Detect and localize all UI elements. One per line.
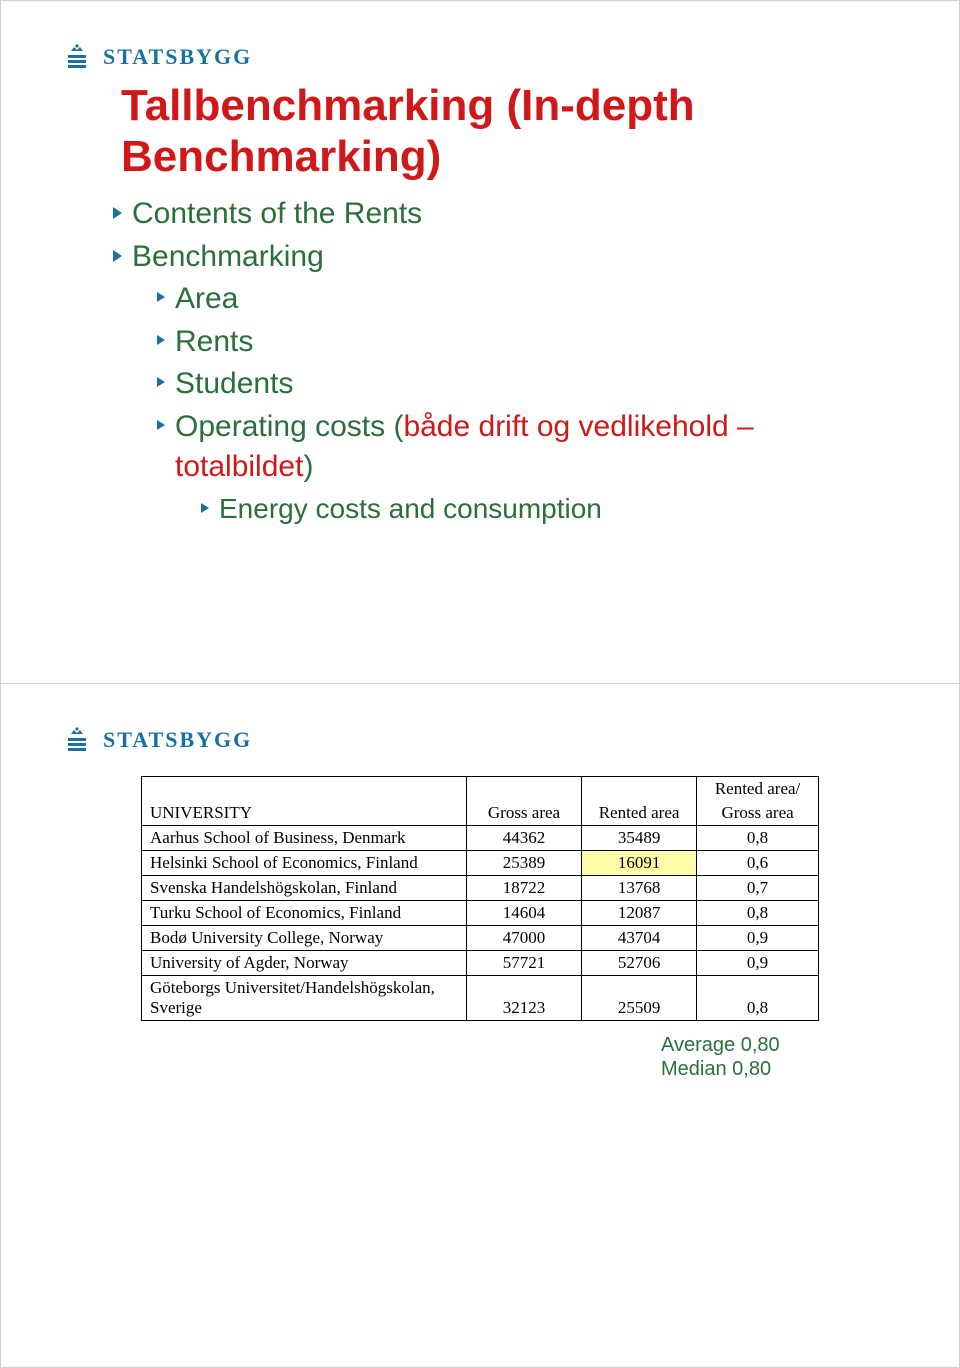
cell-university: Bodø University College, Norway <box>142 926 467 951</box>
bullet-item: Students <box>157 364 899 405</box>
cell-university: Turku School of Economics, Finland <box>142 901 467 926</box>
slide-2: STATSBYGG UNIVERSITY Gross area Rented a… <box>1 684 959 1367</box>
col-university: UNIVERSITY <box>142 777 467 826</box>
cell-rented: 52706 <box>582 951 697 976</box>
table-row: Svenska Handelshögskolan, Finland1872213… <box>142 876 819 901</box>
cell-university: Helsinki School of Economics, Finland <box>142 851 467 876</box>
statsbygg-icon <box>61 724 93 756</box>
bullet-icon <box>113 207 122 219</box>
university-table: UNIVERSITY Gross area Rented area Rented… <box>141 776 819 1021</box>
table-body: Aarhus School of Business, Denmark443623… <box>142 826 819 1021</box>
bullet-text: Benchmarking <box>132 237 324 278</box>
cell-ratio: 0,6 <box>697 851 819 876</box>
cell-university: University of Agder, Norway <box>142 951 467 976</box>
median-label: Median <box>661 1058 727 1080</box>
bullet-item: Energy costs and consumption <box>201 490 899 528</box>
table-row: Turku School of Economics, Finland146041… <box>142 901 819 926</box>
average-label: Average <box>661 1034 735 1056</box>
cell-ratio: 0,7 <box>697 876 819 901</box>
average-value: 0,80 <box>741 1034 780 1056</box>
bullet-text: Area <box>175 279 238 320</box>
table-row: University of Agder, Norway57721527060,9 <box>142 951 819 976</box>
cell-ratio: 0,9 <box>697 926 819 951</box>
statsbygg-icon <box>61 41 93 73</box>
median-value: 0,80 <box>732 1058 771 1080</box>
cell-gross: 57721 <box>466 951 581 976</box>
cell-rented: 35489 <box>582 826 697 851</box>
table-header-row-top: UNIVERSITY Gross area Rented area Rented… <box>142 777 819 802</box>
bullet-text: Contents of the Rents <box>132 194 422 235</box>
slide-1: STATSBYGG Tallbenchmarking (In-depth Ben… <box>1 1 959 684</box>
table-row: Göteborgs Universitet/Handelshögskolan, … <box>142 976 819 1021</box>
cell-gross: 47000 <box>466 926 581 951</box>
cell-ratio: 0,8 <box>697 901 819 926</box>
cell-rented: 12087 <box>582 901 697 926</box>
table-row: Bodø University College, Norway470004370… <box>142 926 819 951</box>
bullet-item: Operating costs (både drift og vedlikeho… <box>157 407 899 488</box>
bullet-icon <box>157 377 165 387</box>
bullet-list: Contents of the Rents Benchmarking Area … <box>113 194 899 527</box>
table-row: Aarhus School of Business, Denmark443623… <box>142 826 819 851</box>
cell-university: Göteborgs Universitet/Handelshögskolan, … <box>142 976 467 1021</box>
cell-university: Aarhus School of Business, Denmark <box>142 826 467 851</box>
cell-rented: 13768 <box>582 876 697 901</box>
average-line: Average 0,80 <box>661 1033 819 1057</box>
bullet-item: Area <box>157 279 899 320</box>
cell-rented: 25509 <box>582 976 697 1021</box>
cell-gross: 44362 <box>466 826 581 851</box>
bullet-text: Energy costs and consumption <box>219 490 602 528</box>
col-ratio-bot: Gross area <box>697 801 819 826</box>
bullet-icon <box>157 292 165 302</box>
brand-name: STATSBYGG <box>103 727 252 753</box>
bullet-icon <box>157 420 165 430</box>
brand-name: STATSBYGG <box>103 44 252 70</box>
bullet-item: Contents of the Rents <box>113 194 899 235</box>
brand-logo: STATSBYGG <box>61 724 899 756</box>
bullet-prefix: Operating costs ( <box>175 410 403 443</box>
col-rented: Rented area <box>582 777 697 826</box>
summary-stats: Average 0,80 Median 0,80 <box>61 1033 819 1081</box>
table-row: Helsinki School of Economics, Finland253… <box>142 851 819 876</box>
col-ratio-top: Rented area/ <box>697 777 819 802</box>
bullet-icon <box>201 503 209 513</box>
bullet-item: Benchmarking <box>113 237 899 278</box>
cell-rented: 43704 <box>582 926 697 951</box>
bullet-icon <box>113 250 122 262</box>
table-head: UNIVERSITY Gross area Rented area Rented… <box>142 777 819 826</box>
bullet-icon <box>157 335 165 345</box>
cell-rented: 16091 <box>582 851 697 876</box>
page: STATSBYGG Tallbenchmarking (In-depth Ben… <box>0 0 960 1368</box>
col-gross: Gross area <box>466 777 581 826</box>
cell-ratio: 0,9 <box>697 951 819 976</box>
bullet-text: Operating costs (både drift og vedlikeho… <box>175 407 899 488</box>
cell-ratio: 0,8 <box>697 976 819 1021</box>
cell-university: Svenska Handelshögskolan, Finland <box>142 876 467 901</box>
cell-gross: 32123 <box>466 976 581 1021</box>
bullet-text: Students <box>175 364 293 405</box>
cell-gross: 14604 <box>466 901 581 926</box>
data-table-wrap: UNIVERSITY Gross area Rented area Rented… <box>141 776 819 1021</box>
slide-title: Tallbenchmarking (In-depth Benchmarking) <box>121 81 899 182</box>
bullet-item: Rents <box>157 322 899 363</box>
bullet-suffix: ) <box>303 450 313 483</box>
bullet-text: Rents <box>175 322 253 363</box>
cell-gross: 18722 <box>466 876 581 901</box>
cell-gross: 25389 <box>466 851 581 876</box>
cell-ratio: 0,8 <box>697 826 819 851</box>
brand-logo: STATSBYGG <box>61 41 899 73</box>
median-line: Median 0,80 <box>661 1057 819 1081</box>
